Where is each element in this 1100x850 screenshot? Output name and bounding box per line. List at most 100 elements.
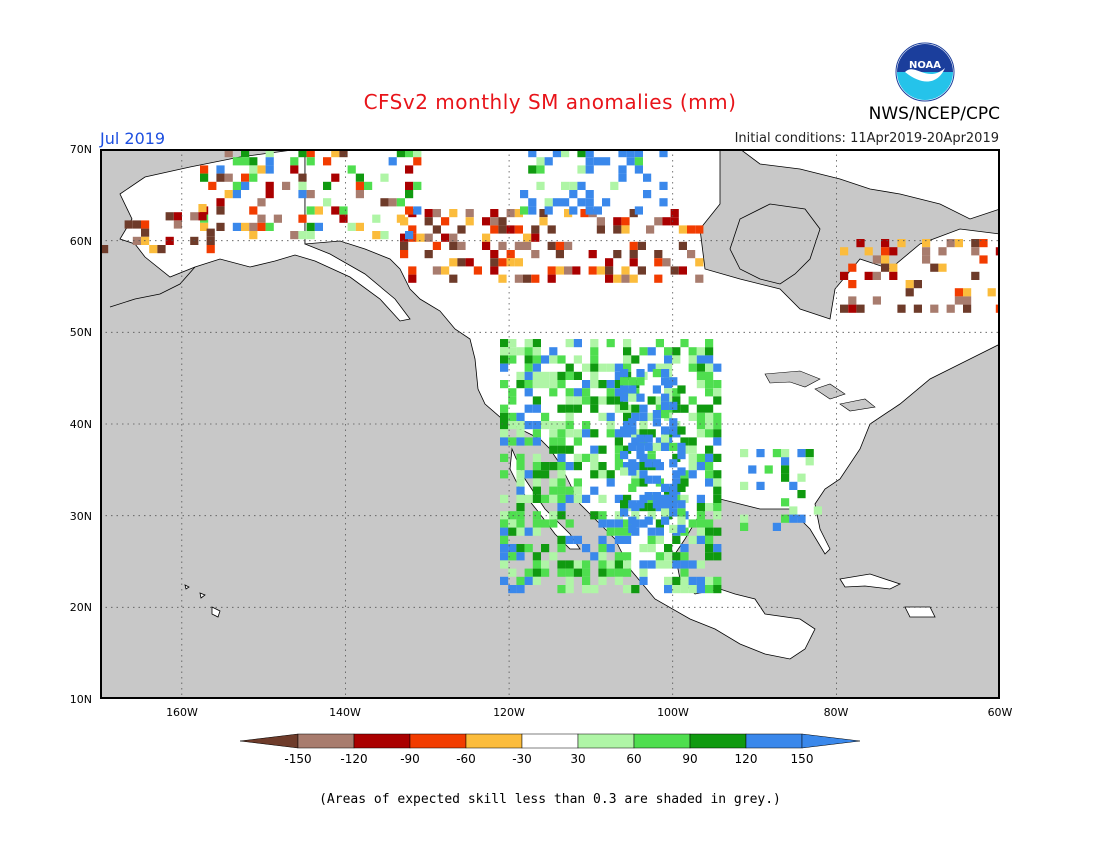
anomaly-cell bbox=[772, 449, 781, 458]
anomaly-cell bbox=[620, 508, 629, 517]
anomaly-cell bbox=[688, 445, 697, 454]
anomaly-cell bbox=[355, 173, 364, 182]
anomaly-cell bbox=[669, 377, 678, 386]
anomaly-cell bbox=[549, 388, 558, 397]
anomaly-cell bbox=[628, 483, 637, 492]
anomaly-cell bbox=[644, 442, 653, 451]
anomaly-cell bbox=[655, 437, 664, 446]
anomaly-cell bbox=[573, 462, 582, 471]
anomaly-cell bbox=[652, 410, 661, 419]
anomaly-cell bbox=[872, 296, 881, 305]
anomaly-cell bbox=[848, 280, 857, 289]
anomaly-cell bbox=[647, 560, 656, 569]
anomaly-cell bbox=[705, 535, 714, 544]
anomaly-cell bbox=[598, 568, 607, 577]
anomaly-cell bbox=[598, 396, 607, 405]
anomaly-cell bbox=[565, 486, 574, 495]
anomaly-cell bbox=[696, 363, 705, 372]
anomaly-cell bbox=[606, 519, 615, 528]
anomaly-cells bbox=[100, 149, 1000, 594]
anomaly-cell bbox=[623, 494, 632, 503]
anomaly-cell bbox=[132, 236, 141, 245]
anomaly-cell bbox=[664, 363, 673, 372]
anomaly-cell bbox=[532, 347, 541, 356]
anomaly-cell bbox=[705, 363, 714, 372]
anomaly-cell bbox=[652, 475, 661, 484]
anomaly-cell bbox=[688, 576, 697, 585]
anomaly-cell bbox=[661, 434, 670, 443]
anomaly-cell bbox=[508, 396, 517, 405]
anomaly-cell bbox=[670, 209, 679, 218]
anomaly-cell bbox=[465, 209, 474, 218]
anomaly-cell bbox=[680, 576, 689, 585]
anomaly-cell bbox=[216, 165, 225, 174]
colorbar-lower-arrow bbox=[240, 733, 299, 749]
anomaly-cell bbox=[922, 255, 931, 264]
anomaly-cell bbox=[524, 355, 533, 364]
anomaly-cell bbox=[449, 258, 458, 267]
anomaly-cell bbox=[514, 225, 523, 234]
anomaly-cell bbox=[680, 544, 689, 553]
anomaly-cell bbox=[257, 222, 266, 231]
anomaly-cell bbox=[498, 241, 507, 250]
anomaly-cell bbox=[672, 396, 681, 405]
anomaly-cell bbox=[257, 214, 266, 223]
anomaly-cell bbox=[532, 363, 541, 372]
anomaly-cell bbox=[695, 225, 704, 234]
anomaly-cell bbox=[249, 222, 258, 231]
anomaly-cell bbox=[639, 544, 648, 553]
anomaly-cell bbox=[565, 568, 574, 577]
anomaly-cell bbox=[524, 371, 533, 380]
anomaly-cell bbox=[621, 225, 630, 234]
anomaly-cell bbox=[298, 190, 307, 199]
anomaly-cell bbox=[661, 483, 670, 492]
anomaly-cell bbox=[532, 371, 541, 380]
anomaly-cell bbox=[524, 388, 533, 397]
anomaly-cell bbox=[265, 222, 274, 231]
anomaly-cell bbox=[541, 519, 550, 528]
anomaly-cell bbox=[705, 576, 714, 585]
anomaly-cell bbox=[695, 274, 704, 283]
colorbar-label: -150 bbox=[284, 752, 312, 766]
lon-label: 80W bbox=[823, 706, 849, 719]
anomaly-cell bbox=[508, 511, 517, 520]
anomaly-cell bbox=[740, 514, 749, 523]
anomaly-cell bbox=[813, 506, 822, 515]
anomaly-cell bbox=[680, 437, 689, 446]
anomaly-cell bbox=[557, 544, 566, 553]
anomaly-cell bbox=[516, 544, 525, 553]
anomaly-cell bbox=[905, 280, 914, 289]
anomaly-cell bbox=[557, 511, 566, 520]
anomaly-cell bbox=[557, 478, 566, 487]
anomaly-cell bbox=[677, 483, 686, 492]
anomaly-cell bbox=[805, 449, 814, 458]
anomaly-cell bbox=[938, 263, 947, 272]
anomaly-cell bbox=[573, 486, 582, 495]
anomaly-cell bbox=[500, 437, 509, 446]
anomaly-cell bbox=[713, 503, 722, 512]
color-scale-bar bbox=[240, 733, 860, 749]
anomaly-cell bbox=[573, 437, 582, 446]
anomaly-cell bbox=[631, 511, 640, 520]
anomaly-cell bbox=[713, 412, 722, 421]
anomaly-cell bbox=[508, 585, 517, 594]
anomaly-cell bbox=[508, 388, 517, 397]
anomaly-cell bbox=[544, 206, 553, 215]
anomaly-cell bbox=[573, 560, 582, 569]
anomaly-cell bbox=[623, 421, 632, 430]
anomaly-cell bbox=[646, 225, 655, 234]
anomaly-cell bbox=[580, 209, 589, 218]
anomaly-cell bbox=[528, 149, 537, 158]
anomaly-cell bbox=[573, 339, 582, 348]
anomaly-cell bbox=[532, 470, 541, 479]
cuba bbox=[839, 573, 902, 590]
alaska-land bbox=[119, 149, 411, 322]
anomaly-cell bbox=[639, 568, 648, 577]
anomaly-cell bbox=[523, 233, 532, 242]
anomaly-cell bbox=[532, 552, 541, 561]
anomaly-cell bbox=[631, 437, 640, 446]
anomaly-cell bbox=[636, 377, 645, 386]
anomaly-cell bbox=[516, 470, 525, 479]
anomaly-cell bbox=[872, 271, 881, 280]
anomaly-cell bbox=[628, 459, 637, 468]
